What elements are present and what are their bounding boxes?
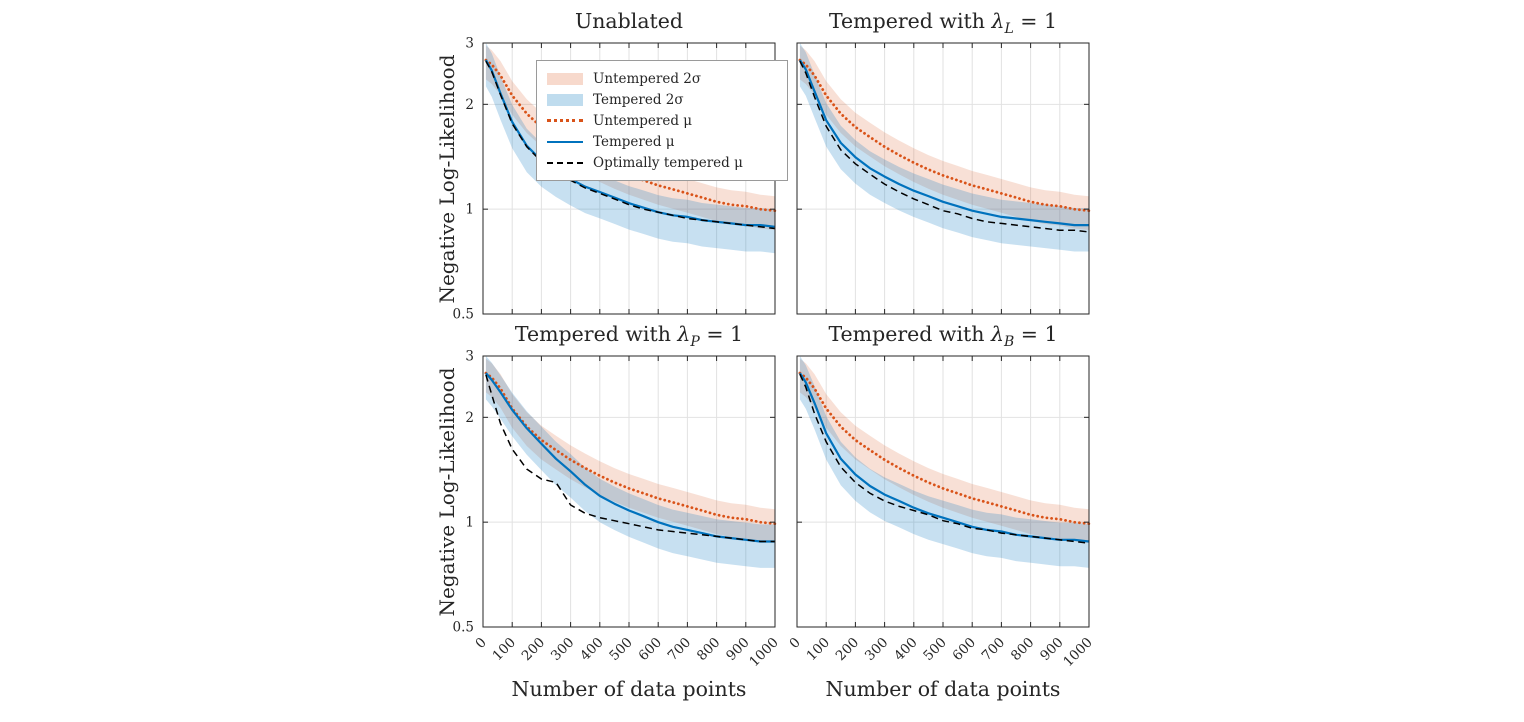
legend-label: Untempered μ (593, 112, 693, 129)
svg-text:0: 0 (472, 635, 489, 652)
panel-title-lambda-b: Tempered with λB = 1 (797, 319, 1089, 351)
tempered-line-swatch (547, 140, 583, 143)
svg-text:2: 2 (465, 97, 474, 113)
tempered-2sigma-band (799, 43, 1089, 252)
svg-text:700: 700 (979, 635, 1009, 665)
legend-label: Untempered 2σ (593, 70, 702, 87)
optimal-line-swatch (547, 161, 583, 164)
tick-marks (796, 42, 1090, 315)
tick-marks (482, 42, 776, 315)
legend-label: Tempered 2σ (593, 91, 684, 108)
untempered-2sigma-band (799, 358, 1089, 543)
untempered-line-swatch (547, 119, 583, 122)
tempered-band-swatch (547, 93, 583, 106)
title-lambda: λ (990, 322, 1004, 346)
title-text: Tempered with (828, 9, 992, 33)
svg-text:600: 600 (635, 635, 665, 665)
svg-text:0.5: 0.5 (453, 307, 474, 323)
title-suffix: = 1 (1013, 9, 1058, 33)
title-lambda: λ (991, 9, 1005, 33)
svg-text:300: 300 (862, 635, 892, 665)
y-axis-label-top: Negative Log-Likelihood (435, 54, 459, 304)
panel-title-lambda-l: Tempered with λL = 1 (797, 6, 1089, 38)
legend-item-tempered-band: Tempered 2σ (547, 89, 775, 110)
svg-text:800: 800 (1008, 635, 1038, 665)
title-lambda: λ (677, 322, 691, 346)
y-axis-label-bottom: Negative Log-Likelihood (435, 367, 459, 617)
svg-text:800: 800 (694, 635, 724, 665)
svg-text:100: 100 (803, 635, 833, 665)
legend-item-untempered-band: Untempered 2σ (547, 68, 775, 89)
untempered-2sigma-band (485, 358, 775, 543)
plot-area (796, 42, 1091, 315)
tick-marks (796, 355, 1090, 628)
untempered-mu-line (798, 371, 1091, 526)
panel-title-unablated: Unablated (483, 6, 775, 36)
optimal-mu-line (799, 373, 1090, 544)
title-suffix: = 1 (1014, 322, 1058, 346)
legend-label: Tempered μ (593, 133, 675, 150)
legend-item-untempered-mu: Untempered μ (547, 110, 775, 131)
untempered-2sigma-band (799, 45, 1089, 230)
untempered-mu-line (484, 58, 777, 213)
title-subscript: L (1004, 21, 1014, 38)
title-text: Tempered with (828, 322, 991, 346)
optimal-mu-line (485, 60, 776, 230)
untempered-mu-line (798, 58, 1091, 213)
legend: Untempered 2σ Tempered 2σ Untempered μ T… (536, 60, 788, 181)
tempered-mu-line (485, 372, 775, 543)
x-axis-label-left: Number of data points (511, 677, 747, 701)
tempered-mu-line (798, 59, 1089, 227)
legend-item-tempered-mu: Tempered μ (547, 131, 775, 152)
svg-text:0.5: 0.5 (453, 620, 474, 636)
svg-text:3: 3 (465, 349, 474, 365)
tempered-2sigma-band (799, 356, 1089, 568)
optimal-mu-line (799, 60, 1090, 233)
svg-text:3: 3 (465, 36, 474, 52)
svg-text:2: 2 (465, 410, 474, 426)
plot-panel-lambda-l (796, 42, 1091, 315)
svg-text:600: 600 (949, 635, 979, 665)
untempered-band-swatch (547, 72, 583, 85)
svg-text:500: 500 (606, 635, 636, 665)
svg-text:300: 300 (548, 635, 578, 665)
x-axis-label-right: Number of data points (825, 677, 1061, 701)
svg-text:200: 200 (833, 635, 863, 665)
svg-text:500: 500 (920, 635, 950, 665)
panel-title-lambda-p: Tempered with λP = 1 (483, 319, 775, 351)
svg-text:200: 200 (519, 635, 549, 665)
svg-text:100: 100 (489, 635, 519, 665)
title-text: Tempered with (514, 322, 678, 346)
svg-text:400: 400 (891, 635, 921, 665)
title-text: Unablated (574, 9, 684, 33)
title-suffix: = 1 (699, 322, 744, 346)
svg-text:0: 0 (786, 635, 803, 652)
svg-text:1000: 1000 (1060, 635, 1096, 671)
title-subscript: P (690, 334, 700, 351)
svg-text:700: 700 (665, 635, 695, 665)
untempered-2sigma-band (485, 45, 775, 230)
legend-label: Optimally tempered μ (593, 154, 743, 171)
svg-text:400: 400 (577, 635, 607, 665)
svg-text:1: 1 (465, 202, 474, 218)
tick-marks (482, 355, 776, 628)
y-tick-labels: 0.5 1 2 3 (453, 349, 474, 636)
y-tick-labels: 0.5 1 2 3 (453, 36, 474, 323)
svg-text:1: 1 (465, 515, 474, 531)
title-subscript: B (1003, 334, 1015, 351)
tempered-2sigma-band (485, 356, 775, 568)
legend-item-optimal-mu: Optimally tempered μ (547, 152, 775, 173)
